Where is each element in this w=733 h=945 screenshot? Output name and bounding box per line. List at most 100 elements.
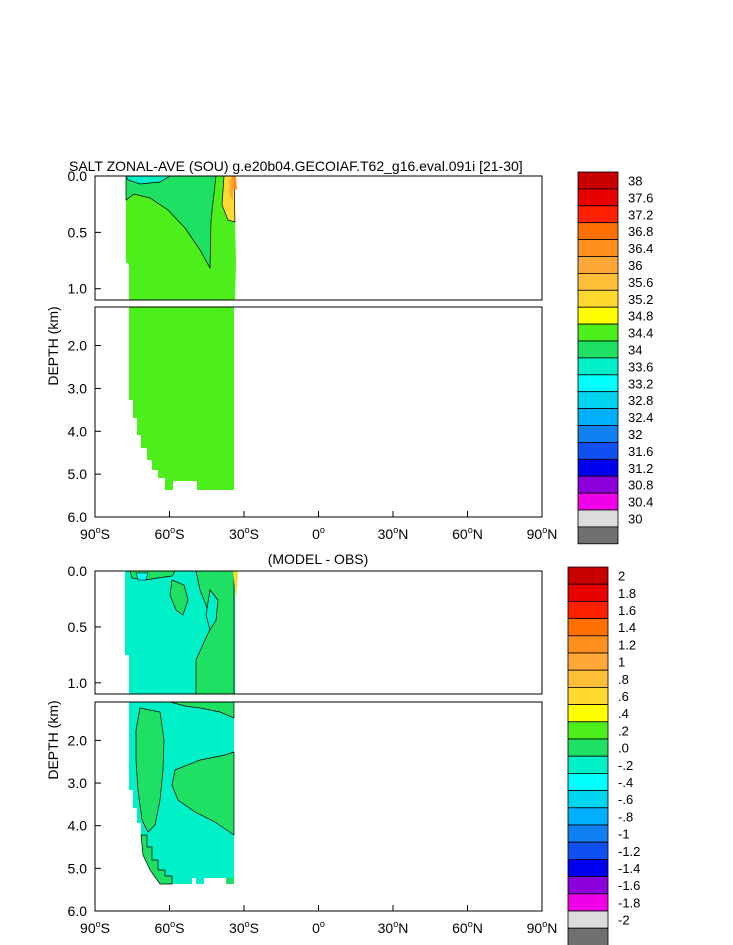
colorbar-swatch [567,721,609,740]
colorbar-swatch [567,652,609,671]
colorbar-swatch [567,601,609,620]
colorbar-swatch [577,323,619,342]
colorbar-label: 1.4 [618,620,636,635]
panel-1-lower-field [129,307,234,490]
colorbar-label: -.6 [618,792,633,807]
colorbar-swatch [567,910,609,929]
colorbar-swatch [567,807,609,826]
panel-2-upper-frame [94,570,543,695]
x-tick-label: 60oN [452,525,483,542]
colorbar-swatch [577,222,619,240]
colorbar-swatch [577,374,619,393]
colorbar-label: 30.4 [628,495,653,510]
x-tick-label: 90oS [80,525,110,542]
colorbar-label: -1 [618,827,630,842]
colorbar-label: 31.2 [628,461,653,476]
colorbar-label: 31.6 [628,444,653,459]
lower-green-middle [171,751,235,836]
colorbar-swatch [567,738,609,757]
colorbar-label: .4 [618,706,629,721]
upper-light-green-region [125,175,217,270]
colorbar-swatch [577,272,619,291]
upper-cyan-notch [205,589,219,631]
colorbar-swatch [577,441,619,460]
panel-1-colorbar: 38 37.6 37.2 36.8 36.4 36 35.6 35.2 34.8 34.434 33… [577,171,653,545]
colorbar-label: 33.6 [628,359,653,374]
colorbar-label: .0 [618,741,629,756]
panel-2-title: (MODEL - OBS) [268,551,369,567]
colorbar-label: -.8 [618,809,633,824]
colorbar-swatch [567,773,609,792]
colorbar-label: 35.6 [628,275,653,290]
y-tick-label: 2.0 [68,732,88,748]
colorbar-label: 37.2 [628,207,653,222]
x-tick-label: 60oS [155,525,185,542]
colorbar-swatch [567,859,609,878]
colorbar-swatch [567,618,609,637]
colorbar-label: -1.4 [618,861,640,876]
y-tick-label: 5.0 [68,860,88,876]
colorbar-swatch [567,927,609,945]
x-tick-label: 30oS [229,919,259,936]
upper-cyan-light-patch [135,572,149,581]
x-tick-label: 30oN [378,525,409,542]
panel-2-ylabel: DEPTH (km) [45,700,61,779]
colorbar-label: -1.6 [618,878,640,893]
colorbar-swatch [577,408,619,426]
colorbar-label: 32.8 [628,393,653,408]
panel-2-lower-field [129,701,235,885]
colorbar-label: .2 [618,723,629,738]
panel-1-ylabel: DEPTH (km) [45,306,61,385]
x-tick-label: 60oN [452,919,483,936]
colorbar-label: .6 [618,689,629,704]
colorbar-swatch [567,583,609,602]
colorbar-label: 1 [618,655,625,670]
y-tick-label: 3.0 [68,380,88,396]
colorbar-label: -.4 [618,775,633,790]
y-tick-label: 0.5 [68,224,88,240]
colorbar-swatch [577,171,619,190]
colorbar-swatch [567,893,609,912]
colorbar-label: 36 [628,258,642,273]
colorbar-swatch [577,458,619,477]
colorbar-label: -1.2 [618,844,640,859]
y-tick-label: 1.0 [68,675,88,691]
y-tick-label: 4.0 [68,818,88,834]
colorbar-swatch [577,340,619,359]
x-tick-label: 60oS [155,919,185,936]
colorbar-label: 36.8 [628,224,653,239]
lower-green-bottom-left [140,834,173,885]
colorbar-label: -1.8 [618,895,640,910]
colorbar-label: 30 [628,511,642,526]
colorbar-swatch [567,755,609,774]
colorbar-swatch [567,669,609,688]
colorbar-swatch [567,876,609,895]
panel-salinity: SALT ZONAL-AVE (SOU) g.e20b04.GECOIAF.T6… [45,158,653,545]
panel-1-yticks-lower: 2.0 3.0 4.0 5.0 6.0 [68,338,101,525]
upper-orange-edge-2 [229,178,233,200]
panel-2-colorbar: 21.81.61.41.21.8.6.4.2.0-.2-.4-.6-.8-1-1… [567,566,640,945]
colorbar-label: 33.2 [628,376,653,391]
colorbar-swatch [567,790,609,809]
colorbar-label: 30.8 [628,478,653,493]
panel-1-upper-frame [94,175,543,301]
colorbar-label: 36.4 [628,241,653,256]
panel-1-yticks-upper: 0.0 0.5 1.0 [68,168,101,297]
y-tick-label: 0.0 [68,563,88,579]
upper-yellow-sliver [233,571,238,600]
panel-1-title: SALT ZONAL-AVE (SOU) g.e20b04.GECOIAF.T6… [69,158,523,174]
colorbar-label: 32 [628,427,642,442]
x-tick-label: 90oN [527,525,558,542]
panel-2-xticks: 90oS 60oS 30oS 0o 30oN 60oN 90oN [80,905,557,936]
x-tick-label: 90oN [527,919,558,936]
y-tick-label: 1.0 [68,281,88,297]
colorbar-swatch [577,475,619,494]
panel-2-yticks-lower: 2.0 3.0 4.0 5.0 6.0 [68,732,101,919]
colorbar-swatch [577,492,619,511]
y-tick-label: 0.5 [68,619,88,635]
upper-green-band [195,570,235,695]
lower-green-field [129,307,234,490]
colorbar-swatch [577,205,619,224]
panel-1-xticks: 90oS 60oS 30oS 0o 30oN 60oN 90oN [80,511,557,542]
